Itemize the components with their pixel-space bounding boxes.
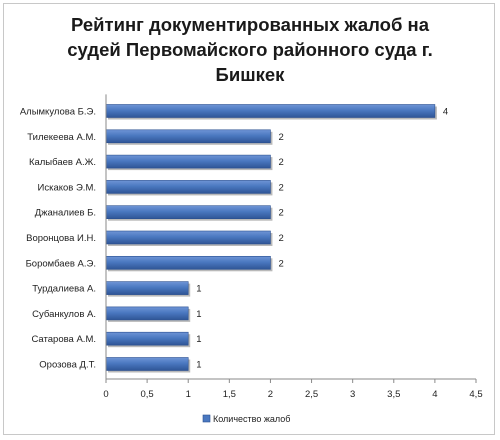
chart-frame: Рейтинг документированных жалоб на судей… — [3, 3, 495, 435]
value-label: 1 — [196, 284, 201, 295]
category-label: Джаналиев Б. — [35, 208, 96, 219]
x-axis: 0 0,5 1 1,5 2 2,5 3 3,5 4 4,5 — [103, 94, 483, 400]
category-labels: Алымкулова Б.Э. Тилекеева А.М. Калыбаев А.… — [20, 107, 96, 371]
value-label: 2 — [278, 157, 283, 168]
x-tick-label: 3,5 — [387, 389, 400, 400]
value-label: 1 — [196, 334, 201, 345]
category-label: Субанкулов А. — [32, 309, 96, 320]
category-label: Орозова Д.Т. — [39, 360, 96, 371]
value-label: 1 — [196, 360, 201, 371]
value-label: 1 — [196, 309, 201, 320]
x-tick-label: 4,5 — [469, 389, 482, 400]
value-label: 2 — [278, 258, 283, 269]
chart-title-line-1: Рейтинг документированных жалоб на — [71, 14, 429, 35]
value-labels: 4 2 2 2 2 2 2 1 1 1 1 — [196, 107, 448, 371]
bar — [105, 255, 271, 270]
chart-title: Рейтинг документированных жалоб на судей… — [4, 12, 496, 87]
bar — [105, 129, 271, 144]
legend-swatch — [202, 414, 211, 423]
legend-label: Количество жалоб — [213, 414, 290, 424]
x-tick-label: 0 — [103, 389, 108, 400]
x-tick-label: 0,5 — [141, 389, 154, 400]
x-tick-label: 1,5 — [223, 389, 236, 400]
value-label: 4 — [443, 107, 448, 118]
category-label: Воронцова И.Н. — [26, 233, 96, 244]
bar — [105, 154, 271, 169]
x-tick-label: 1 — [186, 389, 191, 400]
category-label: Боромбаев А.Э. — [26, 258, 96, 269]
x-tick-label: 2,5 — [305, 389, 318, 400]
category-label: Калыбаев А.Ж. — [29, 157, 96, 168]
bar — [105, 205, 271, 219]
category-label: Алымкулова Б.Э. — [20, 107, 96, 118]
category-label: Тилекеева А.М. — [27, 132, 96, 143]
bar — [105, 180, 271, 194]
bar — [105, 331, 189, 346]
x-tick-label: 3 — [350, 389, 355, 400]
x-tick-label: 2 — [268, 389, 273, 400]
category-label: Искаков Э.М. — [38, 182, 96, 193]
chart-title-line-2: судей Первомайского районного суда г. — [67, 39, 433, 60]
value-label: 2 — [278, 233, 283, 244]
value-label: 2 — [278, 182, 283, 193]
chart-title-line-3: Бишкек — [215, 64, 285, 85]
category-label: Сатарова А.М. — [31, 334, 96, 345]
bar — [105, 357, 189, 371]
x-tick-label: 4 — [432, 389, 437, 400]
bars-group — [105, 104, 437, 373]
legend: Количество жалоб — [202, 414, 290, 424]
value-label: 2 — [278, 208, 283, 219]
bar — [105, 306, 189, 321]
value-label: 2 — [278, 132, 283, 143]
bar — [105, 281, 189, 295]
bar — [105, 104, 436, 118]
bar — [105, 230, 271, 245]
category-label: Турдалиева А. — [32, 284, 96, 295]
